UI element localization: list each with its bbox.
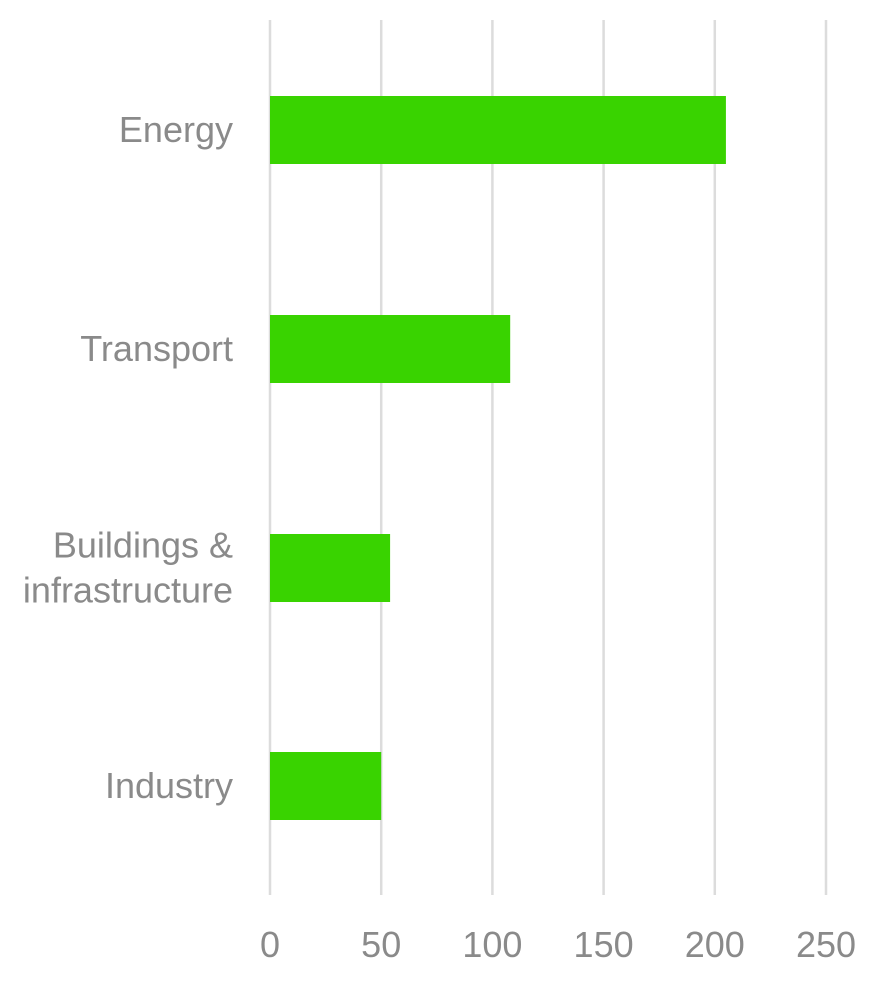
bar-3 bbox=[270, 752, 382, 820]
bars bbox=[270, 96, 726, 820]
x-axis-tick-labels: 0 50 100 150 200 250 bbox=[260, 924, 856, 965]
x-tick-label: 250 bbox=[796, 924, 856, 965]
bar-1 bbox=[270, 315, 511, 383]
x-tick-label: 100 bbox=[462, 924, 522, 965]
category-label: Energy bbox=[119, 109, 233, 150]
gridlines bbox=[268, 20, 828, 895]
category-labels: Energy Transport Buildings &infrastructure… bbox=[23, 109, 233, 806]
bar-0 bbox=[270, 96, 726, 164]
x-tick-label: 150 bbox=[574, 924, 634, 965]
bar-2 bbox=[270, 534, 391, 602]
x-tick-label: 200 bbox=[685, 924, 745, 965]
category-label: Transport bbox=[80, 328, 233, 369]
x-tick-label: 0 bbox=[260, 924, 280, 965]
x-tick-label: 50 bbox=[361, 924, 401, 965]
category-label: Industry bbox=[105, 765, 233, 806]
category-label: Buildings & bbox=[53, 525, 233, 566]
category-label: infrastructure bbox=[23, 570, 233, 611]
